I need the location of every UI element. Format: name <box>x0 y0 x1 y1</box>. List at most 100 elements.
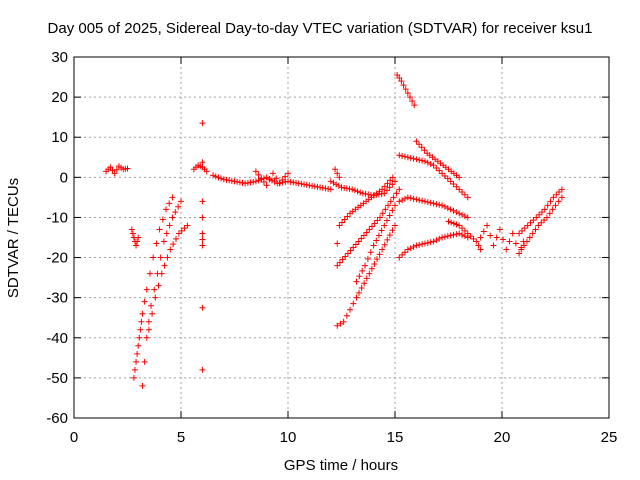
x-tick-label: 25 <box>601 429 618 446</box>
data-point <box>143 286 150 293</box>
data-point <box>436 201 443 208</box>
data-point <box>181 225 188 232</box>
data-point <box>450 181 457 188</box>
data-point <box>163 230 170 237</box>
data-point <box>389 181 396 188</box>
data-point <box>518 227 525 234</box>
data-point <box>558 186 565 193</box>
data-point <box>250 178 257 185</box>
data-point <box>424 199 431 206</box>
data-point <box>445 218 452 225</box>
x-tick-label: 5 <box>177 429 185 446</box>
data-point <box>282 178 289 185</box>
data-point <box>319 184 326 191</box>
data-point <box>266 175 273 182</box>
data-point <box>410 243 417 250</box>
data-point <box>255 171 262 178</box>
data-point <box>389 174 396 181</box>
data-point <box>346 185 353 192</box>
data-point <box>244 179 251 186</box>
data-point <box>156 226 163 233</box>
data-point <box>533 214 540 221</box>
data-point <box>547 198 554 205</box>
data-point <box>456 186 463 193</box>
data-point <box>138 318 145 325</box>
data-point <box>441 172 448 179</box>
x-tick-label: 15 <box>387 429 404 446</box>
data-point <box>170 241 177 248</box>
axis-ticks: 0 5 10 15 20 25 30 20 10 0 -10 -20 -30 -40 -50 -60 <box>46 49 617 446</box>
data-point <box>311 183 318 190</box>
data-point <box>493 234 500 241</box>
data-point <box>430 238 437 245</box>
data-point <box>441 203 448 210</box>
data-point <box>392 222 398 229</box>
data-point <box>199 214 206 221</box>
data-point <box>366 270 373 277</box>
data-point <box>384 180 391 187</box>
data-point <box>350 244 357 251</box>
data-point <box>459 231 466 238</box>
data-point <box>399 251 406 258</box>
data-point <box>287 178 294 185</box>
data-point <box>228 177 235 184</box>
data-point <box>377 214 384 221</box>
data-point <box>383 217 390 224</box>
data-point <box>218 175 225 182</box>
data-point <box>450 207 457 214</box>
data-points <box>103 72 565 389</box>
data-point <box>199 304 206 311</box>
data-point <box>427 160 434 167</box>
data-point <box>334 262 341 269</box>
data-point <box>356 289 363 296</box>
data-point <box>532 226 539 233</box>
data-point <box>327 178 334 185</box>
data-point <box>368 265 375 272</box>
data-point <box>430 200 437 207</box>
data-point <box>220 176 227 183</box>
data-point <box>258 175 265 182</box>
data-point <box>159 216 166 223</box>
data-point <box>133 358 140 365</box>
data-point <box>366 226 373 233</box>
y-tick-label: -20 <box>46 250 68 267</box>
data-point <box>464 194 471 201</box>
data-point <box>339 219 346 226</box>
data-point <box>496 226 503 233</box>
data-point <box>467 233 474 240</box>
y-tick-label: 0 <box>60 169 68 186</box>
data-point <box>361 280 368 287</box>
data-point <box>404 154 411 161</box>
data-point <box>341 184 348 191</box>
data-point <box>358 285 365 292</box>
data-point <box>212 173 219 180</box>
data-point <box>141 358 148 365</box>
data-point <box>133 242 140 249</box>
data-point <box>421 147 428 154</box>
x-tick-label: 0 <box>70 429 78 446</box>
data-point <box>424 239 431 246</box>
data-point <box>134 350 141 357</box>
data-point <box>374 217 381 224</box>
data-point <box>456 222 463 229</box>
data-point <box>553 191 560 198</box>
data-point <box>252 178 259 185</box>
data-point <box>367 191 374 198</box>
x-axis-label: GPS time / hours <box>284 457 398 474</box>
data-point <box>404 246 411 253</box>
data-point <box>303 181 310 188</box>
data-point <box>279 177 286 184</box>
data-point <box>402 86 409 93</box>
data-point <box>392 178 398 185</box>
data-point <box>389 207 396 214</box>
data-point <box>516 250 523 257</box>
data-point <box>421 158 428 165</box>
data-point <box>336 174 343 181</box>
data-point <box>239 179 246 186</box>
data-point <box>359 267 366 274</box>
data-point <box>503 246 510 253</box>
data-point <box>161 262 168 269</box>
data-point <box>173 235 180 242</box>
data-point <box>360 232 367 239</box>
data-point <box>487 232 494 239</box>
